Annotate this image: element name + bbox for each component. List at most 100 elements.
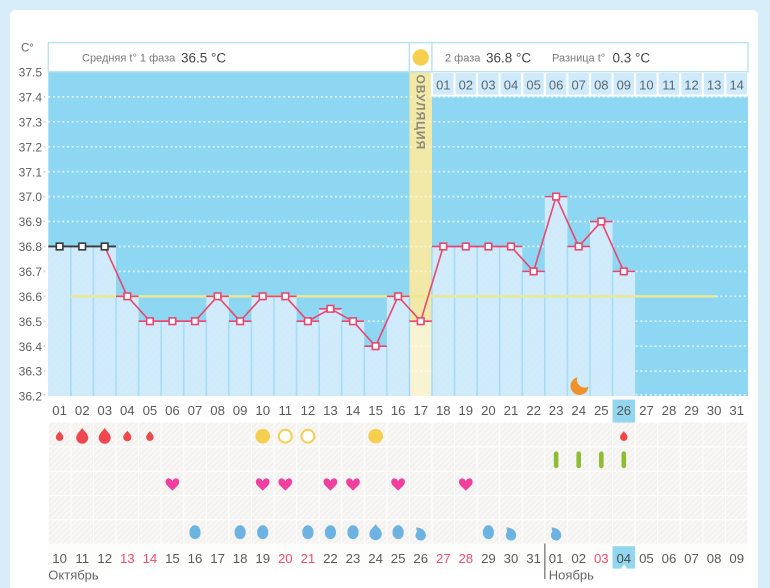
svg-text:11: 11 [75, 551, 89, 566]
svg-text:16: 16 [391, 403, 406, 418]
svg-text:01: 01 [52, 403, 67, 418]
svg-text:25: 25 [391, 551, 406, 566]
svg-text:Октябрь: Октябрь [48, 568, 99, 583]
svg-text:23: 23 [549, 403, 564, 418]
svg-text:Средняя t° 1 фаза: Средняя t° 1 фаза [82, 53, 176, 65]
svg-text:19: 19 [255, 551, 270, 566]
svg-text:07: 07 [684, 551, 699, 566]
svg-text:07: 07 [188, 403, 203, 418]
svg-text:22: 22 [323, 551, 338, 566]
svg-text:29: 29 [684, 403, 699, 418]
svg-text:25: 25 [594, 403, 609, 418]
svg-text:05: 05 [639, 551, 654, 566]
svg-text:06: 06 [662, 551, 677, 566]
svg-text:12: 12 [97, 551, 112, 566]
svg-text:29: 29 [481, 551, 496, 566]
svg-text:36.9: 36.9 [19, 215, 43, 229]
svg-text:36.8: 36.8 [19, 240, 43, 254]
svg-text:13: 13 [707, 78, 721, 93]
svg-text:2 фаза: 2 фаза [445, 53, 481, 65]
svg-text:17: 17 [413, 403, 428, 418]
svg-text:02: 02 [75, 403, 90, 418]
svg-text:28: 28 [662, 403, 677, 418]
svg-text:08: 08 [707, 551, 722, 566]
svg-text:10: 10 [255, 403, 270, 418]
svg-text:04: 04 [120, 403, 135, 418]
svg-text:23: 23 [346, 551, 361, 566]
svg-text:37.2: 37.2 [19, 140, 43, 154]
svg-text:18: 18 [436, 403, 451, 418]
svg-text:24: 24 [368, 551, 383, 566]
svg-text:C°: C° [21, 43, 34, 55]
svg-text:36.5: 36.5 [19, 315, 43, 329]
svg-text:12: 12 [301, 403, 316, 418]
svg-text:02: 02 [571, 551, 586, 566]
svg-text:10: 10 [639, 78, 653, 93]
svg-text:36.6: 36.6 [19, 290, 43, 304]
svg-text:21: 21 [301, 551, 316, 566]
svg-text:ОВУЛЯЦИЯ: ОВУЛЯЦИЯ [414, 75, 428, 151]
svg-text:16: 16 [188, 551, 203, 566]
svg-text:13: 13 [323, 403, 338, 418]
svg-text:37.0: 37.0 [19, 190, 43, 204]
svg-text:04: 04 [616, 551, 631, 566]
svg-text:37.5: 37.5 [19, 66, 43, 80]
svg-text:Разница t°: Разница t° [552, 53, 605, 65]
svg-text:03: 03 [594, 551, 609, 566]
svg-text:14: 14 [143, 551, 158, 566]
svg-text:36.2: 36.2 [19, 390, 43, 404]
svg-text:14: 14 [346, 403, 361, 418]
svg-text:09: 09 [233, 403, 248, 418]
svg-text:24: 24 [571, 403, 586, 418]
svg-text:05: 05 [143, 403, 158, 418]
svg-text:37.3: 37.3 [19, 115, 43, 129]
svg-text:04: 04 [504, 78, 518, 93]
svg-text:14: 14 [729, 78, 743, 93]
svg-text:31: 31 [729, 403, 744, 418]
svg-text:31: 31 [526, 551, 541, 566]
svg-text:06: 06 [549, 78, 563, 93]
svg-text:17: 17 [210, 551, 225, 566]
svg-text:36.8 °C: 36.8 °C [486, 51, 531, 66]
svg-text:20: 20 [278, 551, 293, 566]
svg-text:11: 11 [662, 78, 676, 93]
svg-text:11: 11 [278, 403, 292, 418]
svg-text:26: 26 [616, 403, 631, 418]
svg-text:05: 05 [526, 78, 540, 93]
svg-text:01: 01 [436, 78, 450, 93]
svg-text:10: 10 [52, 551, 67, 566]
svg-text:26: 26 [413, 551, 428, 566]
svg-text:37.1: 37.1 [19, 165, 43, 179]
svg-text:20: 20 [481, 403, 496, 418]
svg-text:13: 13 [120, 551, 135, 566]
svg-text:21: 21 [504, 403, 519, 418]
svg-text:27: 27 [436, 551, 451, 566]
svg-text:07: 07 [571, 78, 585, 93]
svg-text:03: 03 [481, 78, 495, 93]
svg-text:08: 08 [594, 78, 608, 93]
svg-text:09: 09 [729, 551, 744, 566]
svg-text:30: 30 [504, 551, 519, 566]
svg-text:36.3: 36.3 [19, 365, 43, 379]
svg-text:28: 28 [458, 551, 473, 566]
svg-text:02: 02 [459, 78, 473, 93]
svg-text:Ноябрь: Ноябрь [549, 568, 594, 583]
svg-text:18: 18 [233, 551, 248, 566]
svg-text:36.5 °C: 36.5 °C [181, 51, 226, 66]
svg-text:0.3 °C: 0.3 °C [613, 51, 651, 66]
svg-text:06: 06 [165, 403, 180, 418]
svg-text:22: 22 [526, 403, 541, 418]
svg-text:37.4: 37.4 [19, 91, 43, 105]
svg-text:30: 30 [707, 403, 722, 418]
svg-text:09: 09 [617, 78, 631, 93]
svg-text:36.7: 36.7 [19, 265, 43, 279]
svg-text:27: 27 [639, 403, 654, 418]
svg-text:01: 01 [549, 551, 564, 566]
svg-text:08: 08 [210, 403, 225, 418]
svg-text:15: 15 [165, 551, 180, 566]
svg-text:15: 15 [368, 403, 383, 418]
svg-text:36.4: 36.4 [19, 340, 43, 354]
svg-text:03: 03 [97, 403, 112, 418]
svg-text:19: 19 [458, 403, 473, 418]
svg-text:12: 12 [684, 78, 698, 93]
